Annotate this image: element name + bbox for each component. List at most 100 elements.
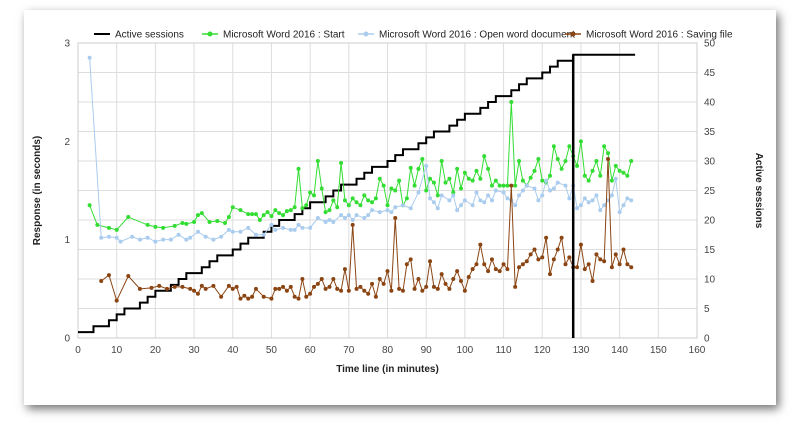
data-point xyxy=(172,223,177,228)
data-point xyxy=(145,235,150,240)
data-point xyxy=(625,262,630,267)
data-point xyxy=(567,196,572,201)
data-point xyxy=(226,227,231,232)
data-point xyxy=(408,206,413,211)
data-point xyxy=(501,190,506,195)
data-point xyxy=(192,219,197,224)
data-point xyxy=(230,229,235,234)
y2-tick-label: 10 xyxy=(704,275,716,286)
x-axis-title: Time line (in minutes) xyxy=(336,364,439,375)
data-point xyxy=(617,168,622,173)
data-point xyxy=(520,262,525,267)
x-tick-label: 130 xyxy=(573,345,590,356)
y2-tick-label: 45 xyxy=(704,68,716,79)
x-tick-label: 110 xyxy=(496,345,512,356)
data-point xyxy=(315,159,320,163)
data-point xyxy=(126,274,131,279)
data-point xyxy=(292,294,297,299)
y-tick-label: 0 xyxy=(64,334,70,345)
data-point xyxy=(87,55,92,60)
data-point xyxy=(416,166,421,171)
data-point xyxy=(292,205,297,210)
data-point xyxy=(555,247,560,252)
x-tick-label: 140 xyxy=(611,345,628,356)
data-point xyxy=(296,222,301,227)
data-point xyxy=(474,190,479,195)
y-tick-label: 1 xyxy=(64,235,70,246)
data-point xyxy=(505,196,510,201)
data-point xyxy=(176,232,181,237)
data-point xyxy=(377,210,382,215)
data-point xyxy=(462,198,467,203)
y2-tick-label: 30 xyxy=(704,157,716,168)
data-point xyxy=(354,286,359,291)
data-point xyxy=(559,166,564,171)
data-point xyxy=(195,291,200,296)
data-point xyxy=(486,193,491,198)
data-point xyxy=(470,203,475,208)
data-point xyxy=(621,247,626,252)
data-point xyxy=(188,235,193,240)
data-point xyxy=(428,196,433,201)
data-point xyxy=(195,229,200,234)
data-point xyxy=(617,262,622,267)
data-point xyxy=(582,173,587,178)
data-point xyxy=(505,183,510,188)
data-point xyxy=(211,237,216,242)
x-tick-label: 40 xyxy=(227,345,239,356)
x-tick-label: 0 xyxy=(75,345,81,356)
data-point xyxy=(366,198,371,203)
data-point xyxy=(242,293,247,298)
data-point xyxy=(517,193,522,198)
data-point xyxy=(370,200,375,205)
data-point xyxy=(509,100,514,104)
data-point xyxy=(346,203,351,208)
data-point xyxy=(517,265,522,270)
data-point xyxy=(625,173,630,178)
data-point xyxy=(362,193,367,198)
data-point xyxy=(567,144,572,149)
data-point xyxy=(582,196,587,201)
y2-tick-label: 15 xyxy=(704,245,716,256)
y2-tick-label: 5 xyxy=(704,304,710,315)
data-point xyxy=(288,208,293,213)
data-point xyxy=(575,163,580,168)
data-point xyxy=(350,222,355,227)
y2-axis-title: Active sessions xyxy=(753,153,764,229)
data-point xyxy=(470,178,475,183)
data-point xyxy=(544,178,549,183)
x-tick-label: 30 xyxy=(189,345,201,356)
data-point xyxy=(439,159,444,163)
legend-marker xyxy=(570,31,576,37)
data-point xyxy=(551,144,556,149)
data-point xyxy=(137,286,142,291)
chart-card: 0 5 10 15 20 25 30 35 40 45 50 0 10 20 30 40 50 60 70 80 90 1… xyxy=(24,10,776,405)
series-layer xyxy=(78,53,636,338)
data-point xyxy=(551,257,556,262)
data-point xyxy=(261,213,266,218)
data-point xyxy=(168,237,173,242)
y-tick-label: 2 xyxy=(64,137,70,148)
data-point xyxy=(149,285,154,290)
data-point xyxy=(277,286,282,291)
data-point xyxy=(137,237,142,242)
data-point xyxy=(474,262,479,267)
data-point xyxy=(509,183,514,188)
data-point xyxy=(613,252,618,257)
data-point xyxy=(339,288,344,293)
data-point xyxy=(226,215,231,220)
series-line-active-sessions xyxy=(78,53,636,334)
data-point xyxy=(602,203,607,208)
data-point xyxy=(253,212,258,217)
data-point xyxy=(466,176,471,181)
data-point xyxy=(455,208,460,213)
data-point xyxy=(366,213,371,218)
data-point xyxy=(114,227,119,232)
data-point xyxy=(509,198,514,203)
data-point xyxy=(551,186,556,191)
data-point xyxy=(195,213,200,218)
data-point xyxy=(532,186,537,191)
x-tick-label: 120 xyxy=(534,345,551,356)
y2-tick-label: 35 xyxy=(704,127,716,138)
